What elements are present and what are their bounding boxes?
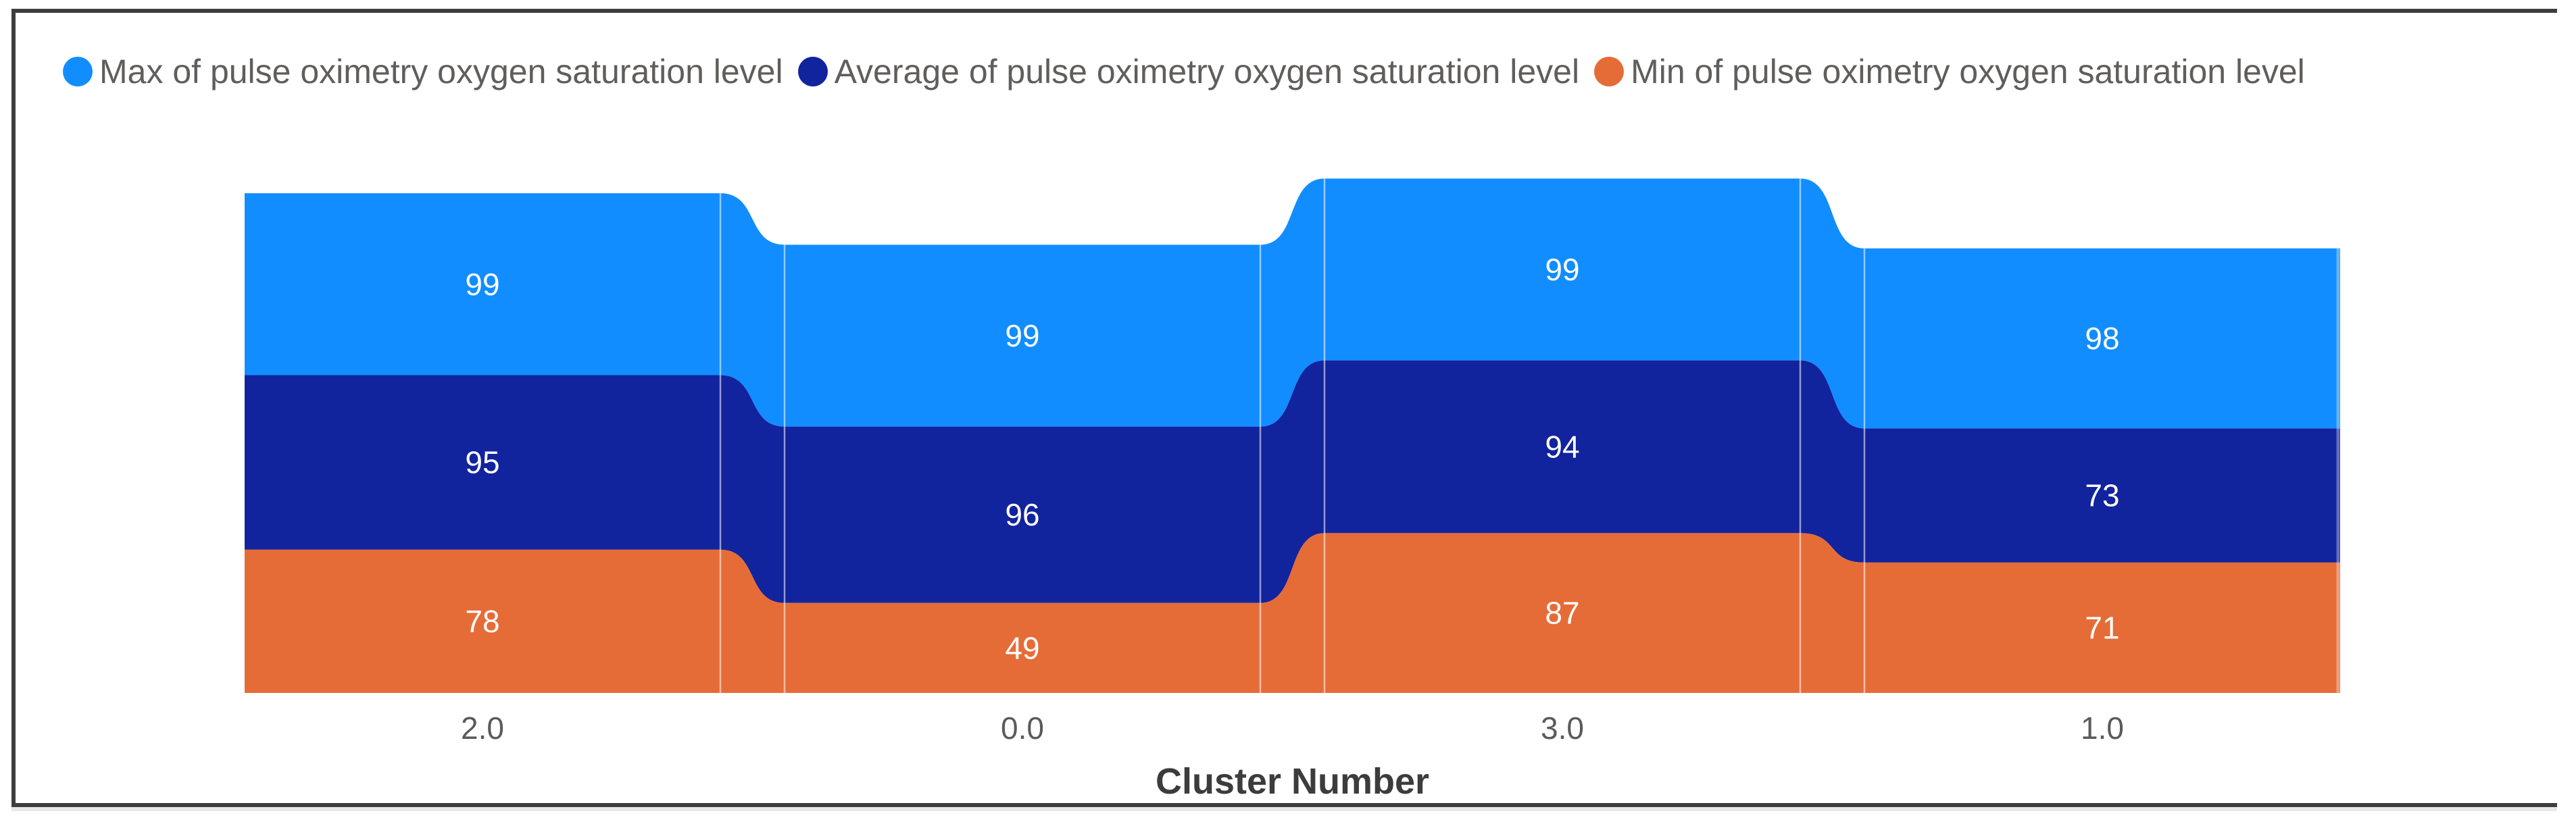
- x-tick-label: 1.0: [2081, 711, 2124, 746]
- legend-dot-average-icon: [797, 57, 828, 86]
- value-label: 99: [465, 267, 499, 302]
- x-axis-title: Cluster Number: [1156, 761, 1429, 802]
- value-label: 99: [1005, 318, 1039, 353]
- value-label: 99: [1545, 252, 1579, 287]
- value-label: 96: [1005, 497, 1039, 532]
- value-label: 73: [2085, 478, 2119, 513]
- legend-item-min[interactable]: Min of pulse oximetry oxygen saturation …: [1594, 52, 2305, 91]
- ribbon-max[interactable]: [245, 178, 2340, 429]
- legend-item-max[interactable]: Max of pulse oximetry oxygen saturation …: [63, 52, 783, 91]
- legend-label-average: Average of pulse oximetry oxygen saturat…: [834, 53, 1580, 91]
- x-tick-label: 0.0: [1001, 711, 1044, 746]
- legend-dot-max-icon: [63, 57, 93, 86]
- value-label: 95: [465, 445, 499, 480]
- value-label: 87: [1545, 596, 1579, 631]
- legend-item-average[interactable]: Average of pulse oximetry oxygen saturat…: [797, 52, 1580, 91]
- value-label: 71: [2085, 610, 2119, 645]
- value-label: 98: [2085, 321, 2119, 356]
- chart-legend: Max of pulse oximetry oxygen saturation …: [63, 51, 2305, 93]
- value-label: 94: [1545, 430, 1579, 465]
- ribbon-average[interactable]: [245, 360, 2340, 603]
- legend-dot-min-icon: [1594, 57, 1625, 86]
- legend-label-max: Max of pulse oximetry oxygen saturation …: [99, 53, 783, 91]
- ribbon-min[interactable]: [245, 533, 2340, 693]
- x-tick-label: 2.0: [461, 711, 504, 746]
- value-label: 78: [465, 604, 499, 639]
- legend-label-min: Min of pulse oximetry oxygen saturation …: [1631, 53, 2305, 91]
- value-label: 49: [1005, 630, 1039, 665]
- x-tick-label: 3.0: [1541, 711, 1584, 746]
